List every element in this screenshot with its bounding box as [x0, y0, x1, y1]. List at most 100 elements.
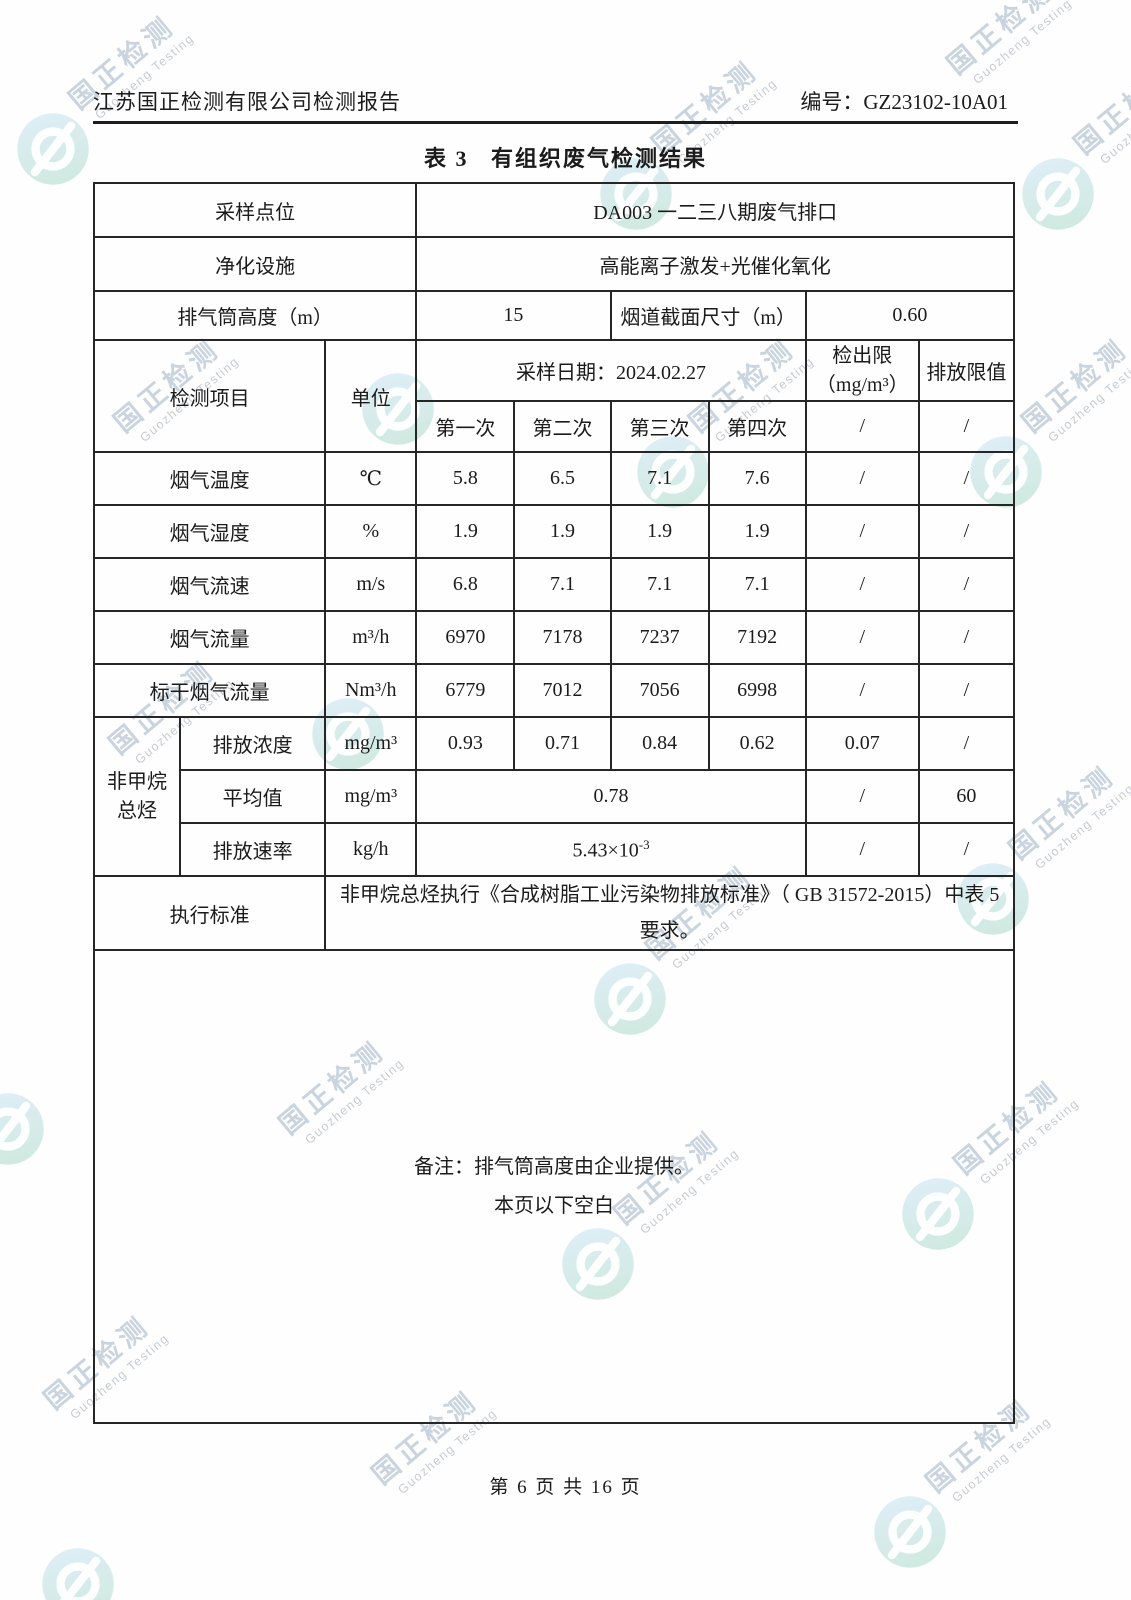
value-cell: 7056 — [609, 663, 710, 718]
col-header-run4: 第四次 — [707, 400, 807, 453]
report-company-title: 江苏国正检测有限公司检测报告 — [93, 90, 401, 114]
standard-row: 执行标准 非甲烷总烃执行《合成树脂工业污染物排放标准》（ GB 31572-20… — [92, 875, 1015, 951]
item-label: 烟气湿度 — [92, 504, 327, 559]
duct-size-value: 0.60 — [804, 290, 1016, 341]
detect-limit-line2: （mg/m³） — [815, 373, 909, 396]
item-label: 平均值 — [179, 769, 327, 824]
unit-cell: % — [324, 504, 418, 559]
value-cell: 1.9 — [513, 504, 612, 559]
page-number: 第 6 页 共 16 页 — [489, 1477, 642, 1498]
item-label: 烟气流速 — [92, 557, 327, 612]
value-cell: 0.62 — [707, 716, 807, 771]
table-row: 采样点位 DA003 一二三八期废气排口 — [92, 182, 1015, 238]
col-header-date: 采样日期：2024.02.27 — [415, 339, 807, 402]
value-cell: 6779 — [415, 663, 516, 718]
data-row: 非甲烷 总烃 排放浓度 mg/m³ 0.93 0.71 0.84 0.62 0.… — [92, 716, 1016, 877]
emission-limit-cell: / — [917, 451, 1016, 506]
value-cell: 7178 — [513, 610, 612, 665]
data-row: 烟气流速 m/s 6.8 7.1 7.1 7.1 / / — [92, 557, 1016, 612]
merged-average-value: 0.78 — [415, 769, 807, 824]
result-table: 采样点位 DA003 一二三八期废气排口 净化设施 高能离子激发+光催化氧化 排… — [92, 182, 1016, 1424]
detect-limit-line1: 检出限 — [832, 344, 893, 367]
group-label-line1: 非甲烷 — [107, 770, 168, 793]
col-header-item: 检测项目 — [92, 339, 327, 453]
unit-cell: m³/h — [324, 610, 418, 665]
value-cell: 1.9 — [415, 504, 516, 559]
table-row: 排气筒高度（m） 15 烟道截面尺寸（m） 0.60 — [92, 290, 1016, 341]
table-title: 表 3 有组织废气检测结果 — [423, 146, 707, 171]
standard-label: 执行标准 — [92, 875, 327, 951]
stack-height-label: 排气筒高度（m） — [92, 290, 418, 341]
emission-limit-cell: / — [917, 557, 1016, 612]
item-label: 标干烟气流量 — [92, 663, 327, 718]
data-row: 排放速率 kg/h 5.43×10-3 / / — [94, 822, 1016, 877]
emission-limit-cell: / — [917, 716, 1016, 771]
col-header-run1: 第一次 — [415, 400, 516, 453]
standard-value: 非甲烷总烃执行《合成树脂工业污染物排放标准》（ GB 31572-2015）中表… — [324, 875, 1015, 951]
detect-limit-cell: / — [804, 504, 920, 559]
detect-limit-cell: / — [804, 451, 920, 506]
item-label: 排放速率 — [179, 822, 327, 877]
data-row: 烟气流量 m³/h 6970 7178 7237 7192 / / — [92, 610, 1016, 665]
sample-point-value: DA003 一二三八期废气排口 — [415, 182, 1015, 238]
value-cell: 7012 — [513, 663, 612, 718]
value-cell: 7.1 — [707, 557, 807, 612]
stack-height-value: 15 — [415, 290, 612, 341]
col-header-run3: 第三次 — [609, 400, 710, 453]
data-row: 平均值 mg/m³ 0.78 / 60 — [94, 769, 1016, 824]
emission-limit-cell: / — [917, 504, 1016, 559]
merged-rate-value: 5.43×10-3 — [415, 822, 807, 877]
emission-limit-cell: / — [917, 663, 1016, 718]
detect-limit-slash: / — [804, 400, 920, 453]
emission-limit-slash: / — [917, 400, 1016, 453]
value-cell: 7237 — [609, 610, 710, 665]
detect-limit-cell: / — [804, 557, 920, 612]
value-cell: 6.5 — [513, 451, 612, 506]
value-cell: 6.8 — [415, 557, 516, 612]
detect-limit-cell: / — [804, 769, 920, 824]
data-row: 标干烟气流量 Nm³/h 6779 7012 7056 6998 / / — [92, 663, 1016, 718]
col-header-run2: 第二次 — [513, 400, 612, 453]
rate-value-base: 5.43×10 — [572, 839, 639, 862]
value-cell: 5.8 — [415, 451, 516, 506]
data-row: 烟气温度 ℃ 5.8 6.5 7.1 7.6 / / — [92, 451, 1016, 506]
value-cell: 1.9 — [609, 504, 710, 559]
value-cell: 6998 — [707, 663, 807, 718]
unit-cell: ℃ — [324, 451, 418, 506]
emission-limit-cell: / — [917, 822, 1016, 877]
item-label: 烟气温度 — [92, 451, 327, 506]
item-label: 排放浓度 — [179, 716, 327, 771]
unit-cell: mg/m³ — [324, 769, 418, 824]
value-cell: 7192 — [707, 610, 807, 665]
sample-point-label: 采样点位 — [92, 182, 418, 238]
header-rule — [93, 121, 1018, 124]
col-header-detect-limit: 检出限 （mg/m³） — [804, 339, 920, 402]
note-line1: 备注：排气筒高度由企业提供。 — [414, 1155, 694, 1178]
detect-limit-cell: / — [804, 610, 920, 665]
unit-cell: m/s — [324, 557, 418, 612]
value-cell: 7.1 — [609, 451, 710, 506]
duct-size-label: 烟道截面尺寸（m） — [609, 290, 807, 341]
table-row: 净化设施 高能离子激发+光催化氧化 — [92, 236, 1015, 292]
note-cell: 备注：排气筒高度由企业提供。 本页以下空白 — [93, 949, 1015, 1424]
value-cell: 0.71 — [513, 716, 612, 771]
value-cell: 7.1 — [513, 557, 612, 612]
emission-limit-cell: / — [917, 610, 1016, 665]
value-cell: 0.93 — [415, 716, 516, 771]
group-label-nmhc: 非甲烷 总烃 — [92, 716, 182, 877]
data-row: 烟气湿度 % 1.9 1.9 1.9 1.9 / / — [92, 504, 1016, 559]
detect-limit-cell: / — [804, 663, 920, 718]
note-row: 备注：排气筒高度由企业提供。 本页以下空白 — [93, 949, 1015, 1424]
emission-limit-cell: 60 — [917, 769, 1016, 824]
table-header-row: 检测项目 单位 采样日期：2024.02.27 检出限 （mg/m³） 排放限值 — [92, 339, 1016, 453]
unit-cell: Nm³/h — [324, 663, 418, 718]
note-line2: 本页以下空白 — [494, 1194, 614, 1217]
group-label-line2: 总烃 — [117, 799, 158, 822]
detect-limit-cell: / — [804, 822, 920, 877]
purify-facility-value: 高能离子激发+光催化氧化 — [415, 236, 1015, 292]
purify-facility-label: 净化设施 — [92, 236, 418, 292]
col-header-unit: 单位 — [324, 339, 418, 453]
unit-cell: kg/h — [324, 822, 418, 877]
